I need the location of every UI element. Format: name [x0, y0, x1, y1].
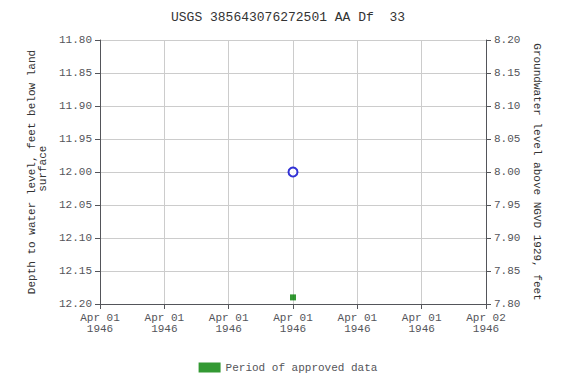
svg-text:Apr 01: Apr 01	[401, 311, 442, 324]
svg-text:8.15: 8.15	[494, 67, 520, 79]
svg-text:7.85: 7.85	[494, 265, 520, 277]
svg-text:1946: 1946	[215, 323, 241, 335]
svg-text:Apr 02: Apr 02	[466, 311, 506, 324]
svg-text:surface: surface	[37, 146, 49, 199]
svg-text:Apr 01: Apr 01	[273, 311, 313, 324]
svg-text:12.15: 12.15	[59, 265, 92, 277]
svg-text:11.90: 11.90	[59, 100, 92, 112]
svg-text:Apr 01: Apr 01	[337, 311, 378, 324]
svg-text:7.80: 7.80	[494, 298, 520, 310]
svg-text:7.90: 7.90	[494, 232, 520, 244]
svg-text:USGS 385643076272501 AA Df 33: USGS 385643076272501 AA Df 33	[171, 10, 405, 25]
svg-text:12.05: 12.05	[59, 199, 92, 211]
svg-text:11.80: 11.80	[59, 34, 92, 46]
svg-text:Period of approved data: Period of approved data	[226, 362, 378, 374]
svg-text:Apr 01: Apr 01	[144, 311, 185, 324]
svg-text:7.95: 7.95	[494, 199, 520, 211]
svg-text:1946: 1946	[280, 323, 306, 335]
svg-text:1946: 1946	[344, 323, 370, 335]
svg-text:11.95: 11.95	[59, 133, 92, 145]
svg-text:1946: 1946	[151, 323, 177, 335]
svg-text:8.20: 8.20	[494, 34, 520, 46]
svg-text:Depth to water level, feet bel: Depth to water level, feet below land	[25, 49, 38, 295]
svg-text:12.10: 12.10	[59, 232, 92, 244]
svg-text:8.00: 8.00	[494, 166, 520, 178]
svg-text:1946: 1946	[473, 323, 499, 335]
svg-text:12.00: 12.00	[59, 166, 92, 178]
svg-text:Apr 01: Apr 01	[208, 311, 249, 324]
svg-text:Apr 01: Apr 01	[80, 311, 120, 324]
svg-text:12.20: 12.20	[59, 298, 92, 310]
svg-text:1946: 1946	[408, 323, 434, 335]
svg-text:11.85: 11.85	[59, 67, 92, 79]
svg-text:8.05: 8.05	[494, 133, 520, 145]
svg-text:1946: 1946	[87, 323, 113, 335]
svg-text:8.10: 8.10	[494, 100, 520, 112]
svg-text:Groundwater level above NGVD 1: Groundwater level above NGVD 1929, feet	[531, 43, 543, 300]
